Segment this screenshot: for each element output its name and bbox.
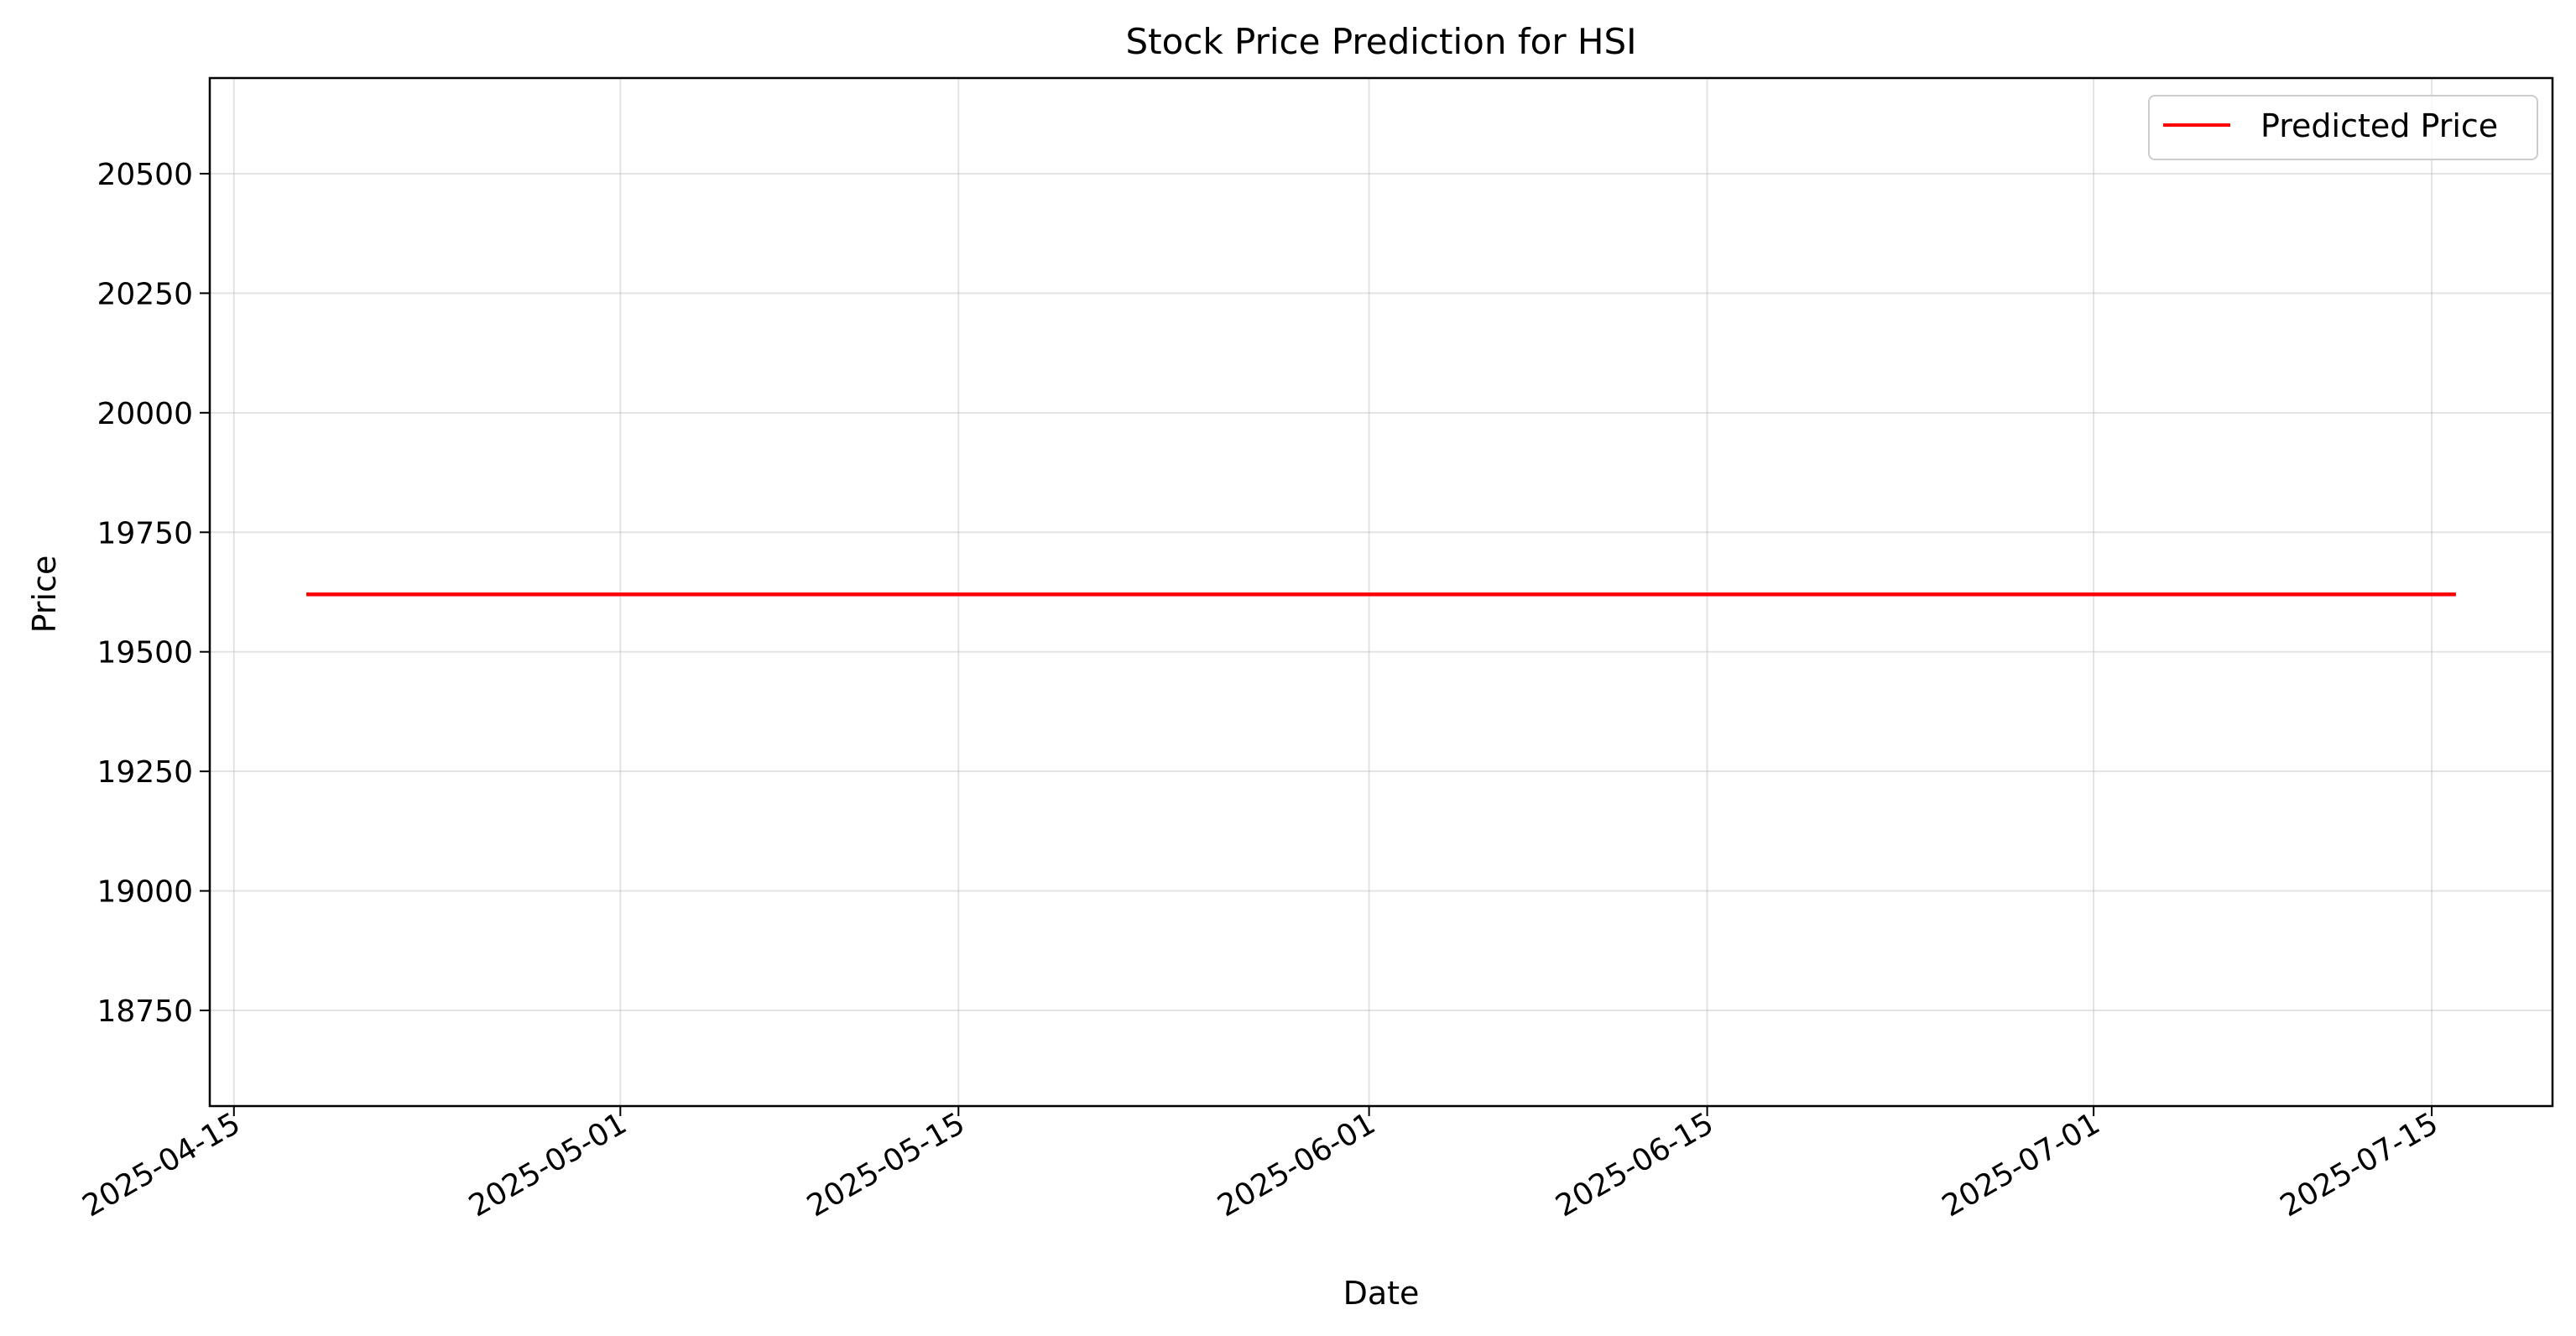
grid (210, 78, 2553, 1106)
chart-title: Stock Price Prediction for HSI (1125, 21, 1636, 62)
y-tick-label: 19000 (96, 875, 193, 910)
y-tick-label: 19250 (96, 755, 193, 790)
y-tick-label: 20250 (96, 277, 193, 311)
y-tick-label: 19500 (96, 636, 193, 671)
y-tick-label: 20000 (96, 397, 193, 431)
legend-label-predicted-price: Predicted Price (2261, 107, 2498, 144)
plot-frame (208, 76, 2554, 1108)
legend: Predicted Price (2148, 95, 2538, 160)
legend-frame (2148, 95, 2538, 160)
y-tick-label: 19750 (96, 516, 193, 551)
y-tick-label: 18750 (96, 994, 193, 1029)
x-axis-label: Date (1343, 1275, 1420, 1312)
y-tick-label: 20500 (96, 158, 193, 192)
y-axis: 18750 19000 19250 19500 19750 20000 20250 20500 (96, 158, 210, 1029)
y-axis-label: Price (26, 556, 63, 634)
